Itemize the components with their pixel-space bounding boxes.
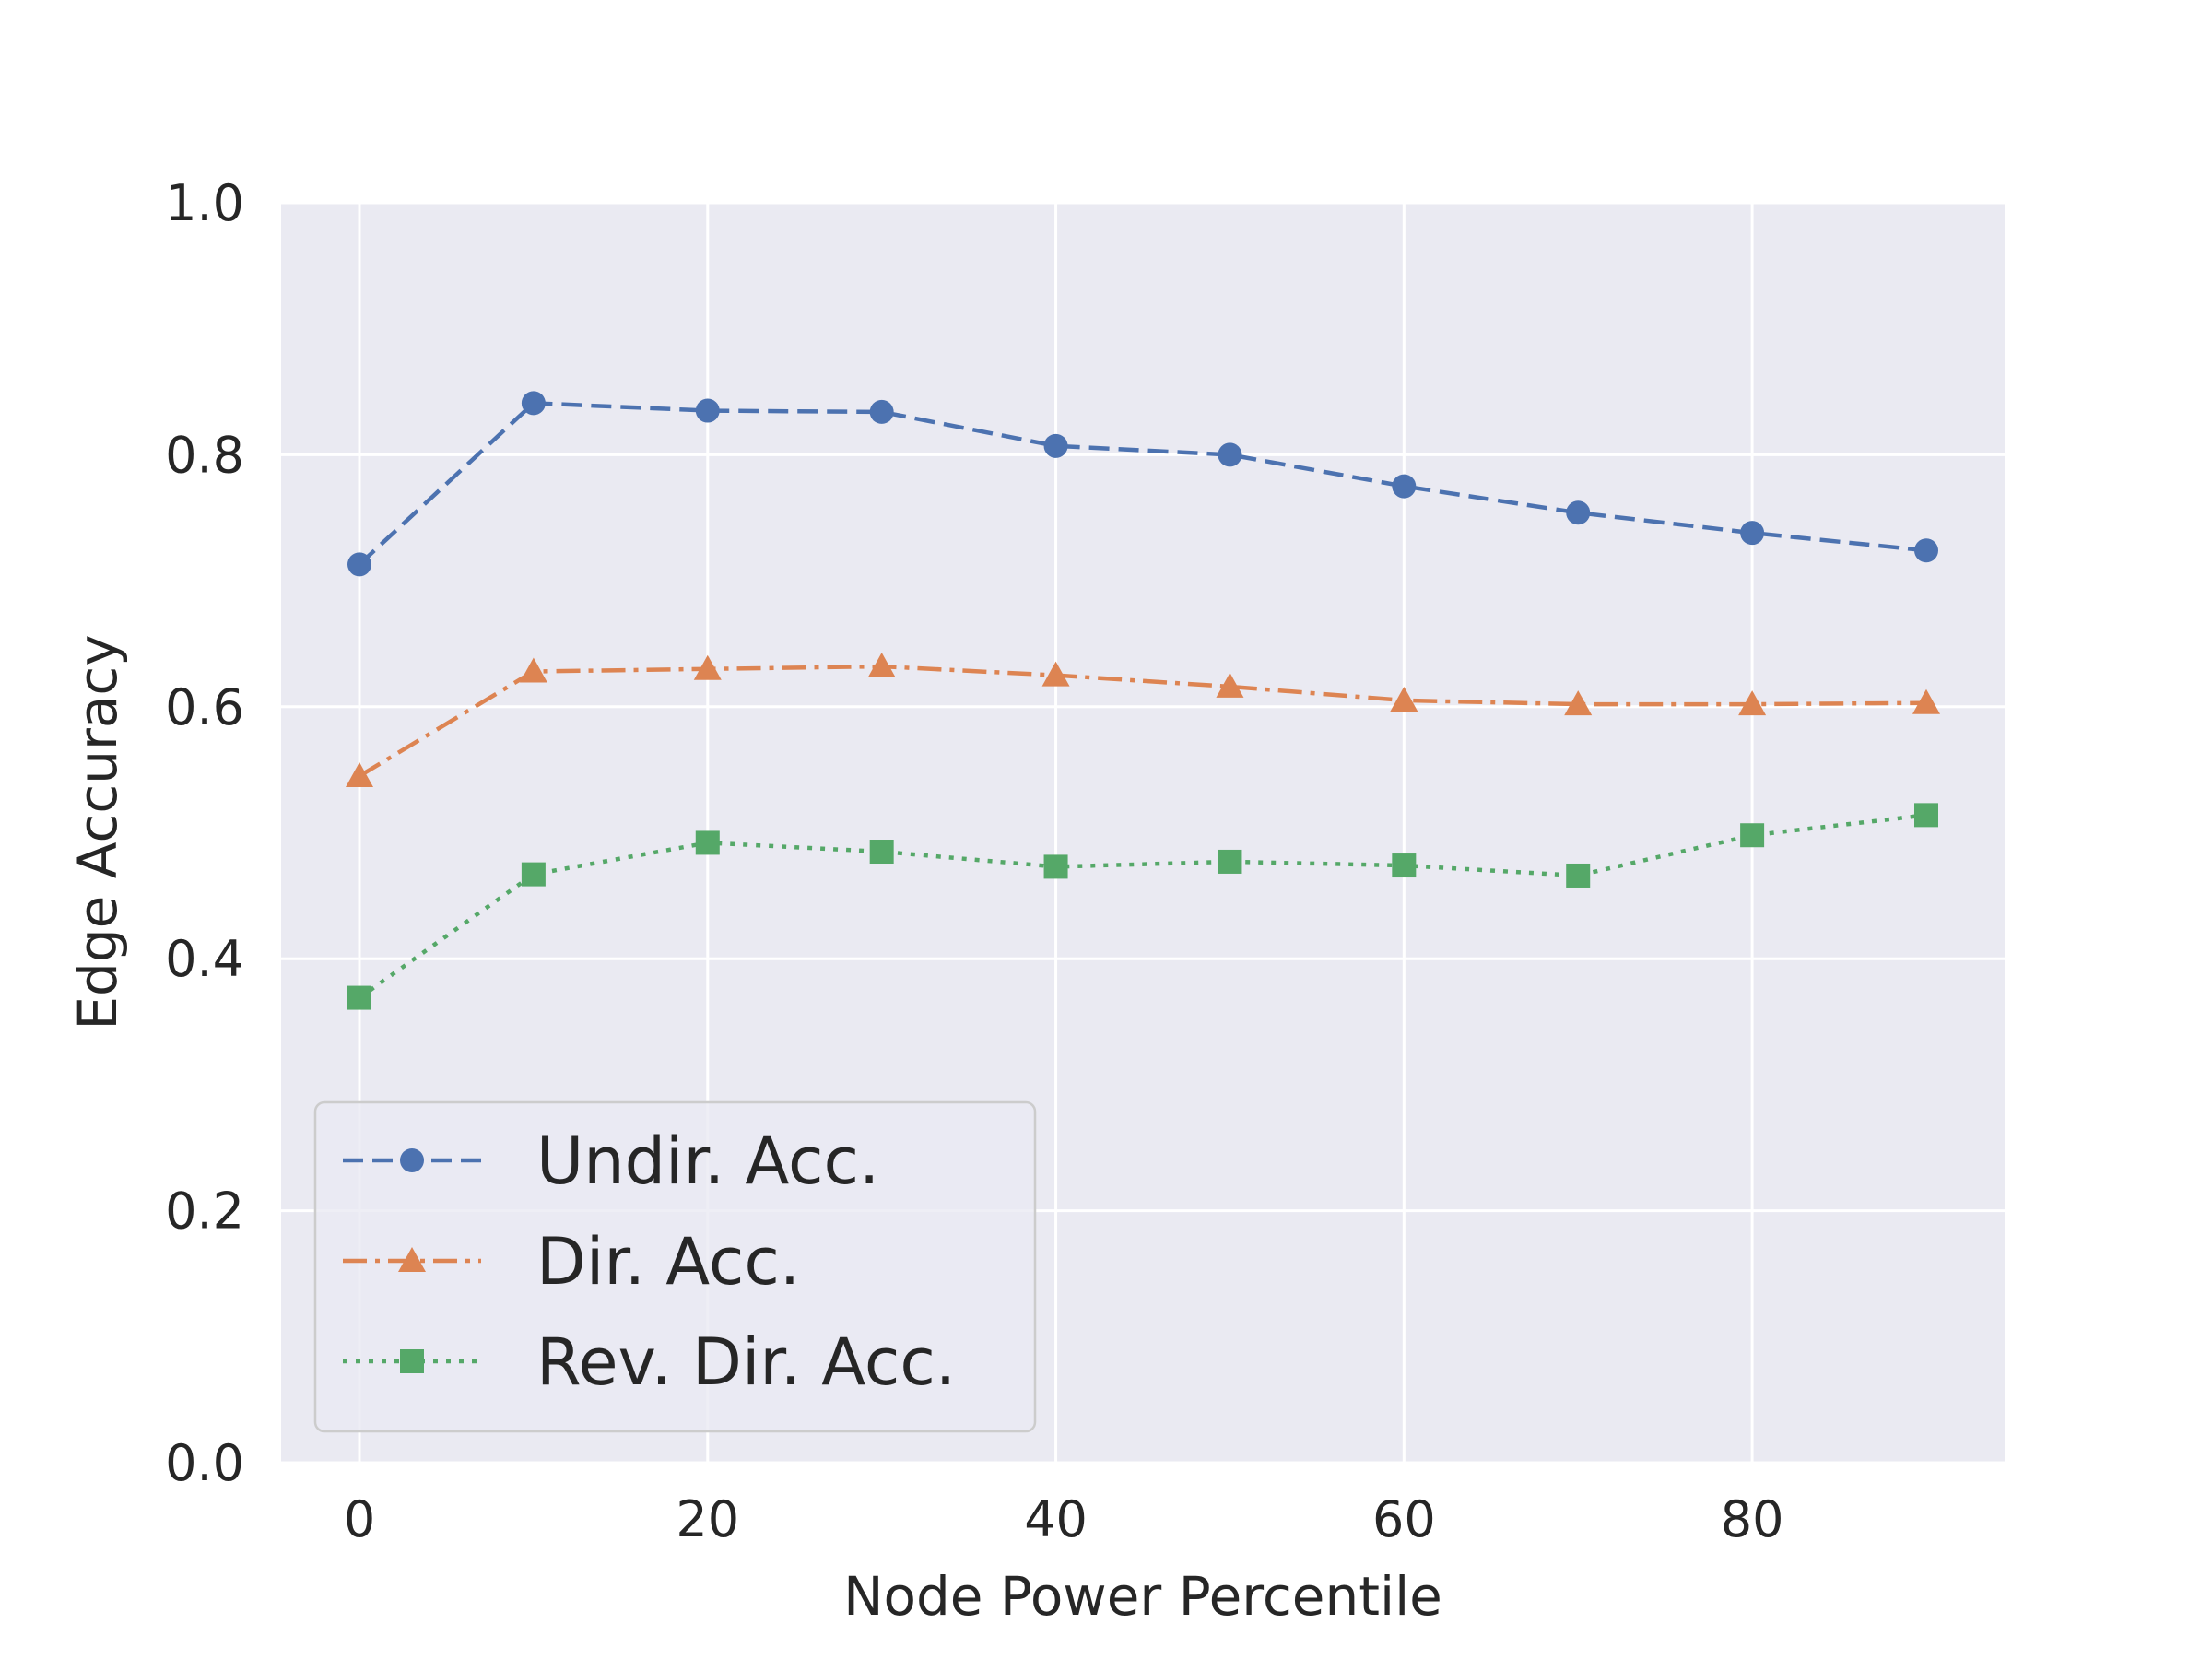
data-point [1392,853,1417,878]
data-point [1914,538,1938,563]
x-axis-label: Node Power Percentile [843,1565,1442,1628]
data-point [1392,474,1417,499]
data-point [1390,686,1418,712]
data-point [693,654,722,680]
series-line [358,401,1927,566]
data-point [1740,521,1765,546]
legend: Undir. Acc. Dir. Acc. Rev. Dir. Acc. [313,1100,1037,1433]
series-2 [346,653,1940,787]
data-point [1912,688,1940,714]
data-point [1216,672,1244,698]
data-point [1740,823,1765,848]
series-line [358,664,1927,778]
y-tick-label: 0.4 [165,930,244,988]
series-line [358,813,1927,1000]
data-point [1043,854,1068,879]
data-point [869,840,894,865]
data-point [867,653,896,678]
data-point [695,398,720,423]
data-point [1218,849,1242,874]
legend-marker [400,1349,424,1373]
data-point [347,552,371,577]
x-tick-label: 60 [1372,1490,1436,1548]
y-tick-label: 0.2 [165,1182,244,1241]
legend-label: Rev. Dir. Acc. [536,1324,956,1400]
x-tick-label: 20 [676,1490,739,1548]
legend-marker [400,1148,424,1172]
tick-labels: 0 20 40 60 80 0.0 0.2 0.4 0.6 0.8 1.0 [165,174,1783,1548]
data-point [1564,690,1593,716]
x-tick-label: 80 [1721,1490,1784,1548]
series-1 [347,391,1938,577]
legend-entries [343,1148,481,1373]
series-layer [346,391,1940,1010]
series-3 [347,803,1938,1010]
legend-box [313,1100,1037,1433]
x-tick-label: 0 [344,1490,375,1548]
data-point [1043,433,1068,458]
y-tick-label: 0.6 [165,678,244,736]
data-point [1566,500,1591,525]
data-point [521,391,546,416]
y-tick-label: 0.0 [165,1434,244,1492]
legend-marker [398,1247,426,1272]
y-tick-label: 0.8 [165,426,244,484]
data-point [519,657,547,683]
y-tick-label: 1.0 [165,174,244,232]
data-point [1566,863,1591,888]
data-point [1914,803,1938,828]
data-point [347,985,371,1010]
legend-label: Undir. Acc. [536,1124,879,1199]
data-point [1218,442,1242,467]
data-point [1738,690,1767,716]
data-point [869,399,894,424]
data-point [1041,661,1070,687]
x-tick-label: 40 [1024,1490,1088,1548]
data-point [346,761,373,787]
y-axis-label: Edge Accuracy [66,634,129,1030]
legend-label: Dir. Acc. [536,1224,800,1300]
data-point [695,830,720,855]
data-point [521,862,546,887]
